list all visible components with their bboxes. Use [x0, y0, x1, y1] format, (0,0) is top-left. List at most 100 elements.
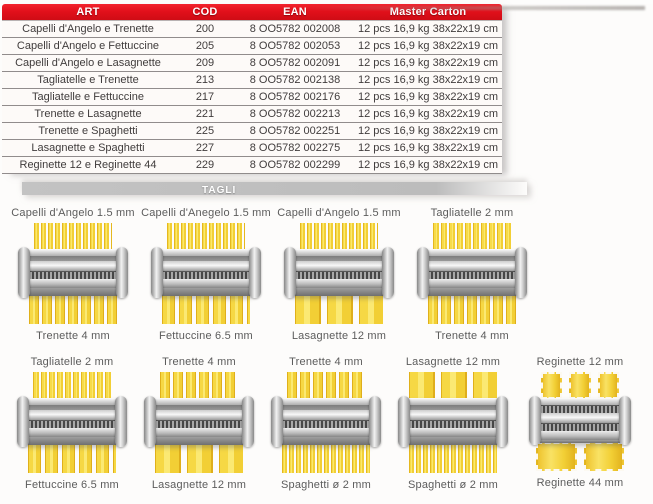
master-carton-cell: 12 pcs 16,9 kg 38x22x19 cm: [354, 88, 502, 106]
roller-band: [27, 404, 117, 410]
cod-cell: 225: [174, 122, 236, 140]
art-cell: Trenette e Lasagnette: [2, 105, 174, 123]
cod-cell: 209: [174, 54, 236, 72]
bottom-cutter-label: Lasagnette 12 mm: [151, 478, 247, 491]
roller-left-cap: [284, 246, 296, 298]
top-cutter-label: Tagliatelle 2 mm: [30, 355, 114, 368]
master-carton-cell: 12 pcs 16,9 kg 38x22x19 cm: [354, 122, 502, 140]
reginette-strip: [541, 371, 563, 399]
ean-cell: 8 OO5782 002213: [236, 105, 354, 123]
art-cell: Tagliatelle e Fettuccine: [2, 88, 174, 106]
bottom-cutter-label: Spaghetti ø 2 mm: [280, 478, 371, 491]
table-row: Capelli d'Angelo e Trenette 200 8 OO5782…: [2, 20, 502, 38]
ean-cell: 8 OO5782 002138: [236, 71, 354, 89]
roller-band: [154, 404, 244, 410]
roller-band: [161, 287, 251, 296]
art-cell: Capelli d'Angelo e Lasagnette: [2, 54, 174, 72]
roller-right-cap: [619, 395, 631, 445]
ean-cell: 8 OO5782 002176: [236, 88, 354, 106]
cutter-card: Tagliatelle 2 mm Trenette 4 mm: [411, 207, 533, 342]
cutter-card: Tagliatelle 2 mm Fettuccine 6.5 mm: [14, 356, 130, 491]
roller-band: [294, 255, 384, 261]
table-row: Tagliatelle e Trenette 213 8 OO5782 0021…: [2, 71, 502, 89]
roller-band: [408, 427, 498, 437]
roller-band: [294, 287, 384, 296]
roller-band: [427, 278, 517, 288]
roller-band: [539, 430, 621, 440]
roller-right-cap: [249, 246, 261, 298]
roller-band: [28, 260, 118, 271]
scan-artifact-streak: [300, 6, 645, 10]
roller-body: [427, 248, 517, 296]
reginette-strip: [597, 371, 619, 399]
bottom-cutter-label: Fettuccine 6.5 mm: [159, 329, 253, 342]
pasta-strips-bottom: [428, 294, 516, 324]
roller-band: [408, 397, 498, 405]
roller-left-cap: [17, 395, 29, 447]
roller-band: [161, 255, 251, 261]
roller-band: [427, 248, 517, 256]
art-cell: Lasagnette e Spaghetti: [2, 139, 174, 157]
cod-cell: 200: [174, 20, 236, 38]
roller-band: [281, 436, 371, 445]
roller-band: [294, 260, 384, 271]
table-row: Trenette e Lasagnette 221 8 OO5782 00221…: [2, 105, 502, 123]
bottom-cutter-label: Trenette 4 mm: [435, 329, 509, 342]
pasta-strips-bottom: [155, 443, 243, 473]
roller-band: [154, 409, 244, 420]
cod-cell: 205: [174, 37, 236, 55]
cod-cell: 227: [174, 139, 236, 157]
top-cutter-label: Reginette 12 mm: [536, 355, 624, 368]
cutter-card: Capelli d'Anegelo 1.5 mm Fettuccine 6.5 …: [141, 207, 271, 342]
roller-band: [281, 427, 371, 437]
ean-cell: 8 OO5782 002275: [236, 139, 354, 157]
roller-band: [161, 260, 251, 271]
roller-band: [161, 248, 251, 256]
pasta-strips-top: [33, 371, 111, 399]
cutter-cards-row-2: Tagliatelle 2 mm Fettuccine 6.5 mm Trene…: [0, 356, 653, 491]
table-row: Lasagnette e Spaghetti 227 8 OO5782 0022…: [2, 139, 502, 157]
top-cutter-label: Trenette 4 mm: [162, 355, 236, 368]
cod-cell: 229: [174, 156, 236, 174]
roller-cutter-teeth: [539, 404, 621, 413]
roller-attachment-graphic: [271, 395, 381, 447]
catalog-page: ART COD EAN Master Carton Capelli d'Ange…: [0, 4, 653, 504]
roller-band: [294, 278, 384, 288]
ean-cell: 8 OO5782 002251: [236, 122, 354, 140]
roller-attachment-graphic: [284, 246, 394, 298]
roller-band: [281, 409, 371, 420]
reginette-strip: [569, 371, 591, 399]
roller-right-cap: [496, 395, 508, 447]
cutter-card: Trenette 4 mm Spaghetti ø 2 mm: [268, 356, 384, 491]
roller-cutter-teeth: [281, 419, 371, 428]
roller-band: [28, 287, 118, 296]
roller-band: [28, 255, 118, 261]
roller-right-cap: [515, 246, 527, 298]
bottom-cutter-label: Lasagnette 12 mm: [291, 329, 387, 342]
roller-band: [27, 436, 117, 445]
roller-right-cap: [382, 246, 394, 298]
roller-cutter-teeth: [161, 270, 251, 279]
roller-left-cap: [529, 395, 541, 445]
roller-band: [28, 278, 118, 288]
art-cell: Tagliatelle e Trenette: [2, 71, 174, 89]
pasta-strips-top: [300, 222, 378, 250]
roller-band: [408, 404, 498, 410]
pasta-strips-bottom: [282, 443, 370, 473]
roller-cutter-teeth: [294, 270, 384, 279]
roller-band: [539, 439, 621, 443]
pasta-strips-bottom: [28, 443, 116, 473]
cod-cell: 221: [174, 105, 236, 123]
roller-left-cap: [151, 246, 163, 298]
top-cutter-label: Capelli d'Anegelo 1.5 mm: [141, 206, 271, 219]
roller-cutter-teeth: [27, 419, 117, 428]
roller-left-cap: [144, 395, 156, 447]
top-cutter-label: Tagliatelle 2 mm: [430, 206, 514, 219]
art-cell: Trenette e Spaghetti: [2, 122, 174, 140]
roller-left-cap: [271, 395, 283, 447]
master-carton-cell: 12 pcs 16,9 kg 38x22x19 cm: [354, 71, 502, 89]
bottom-cutter-label: Fettuccine 6.5 mm: [25, 478, 119, 491]
roller-right-cap: [369, 395, 381, 447]
roller-band: [27, 409, 117, 420]
art-cell: Reginette 12 e Reginette 44: [2, 156, 174, 174]
